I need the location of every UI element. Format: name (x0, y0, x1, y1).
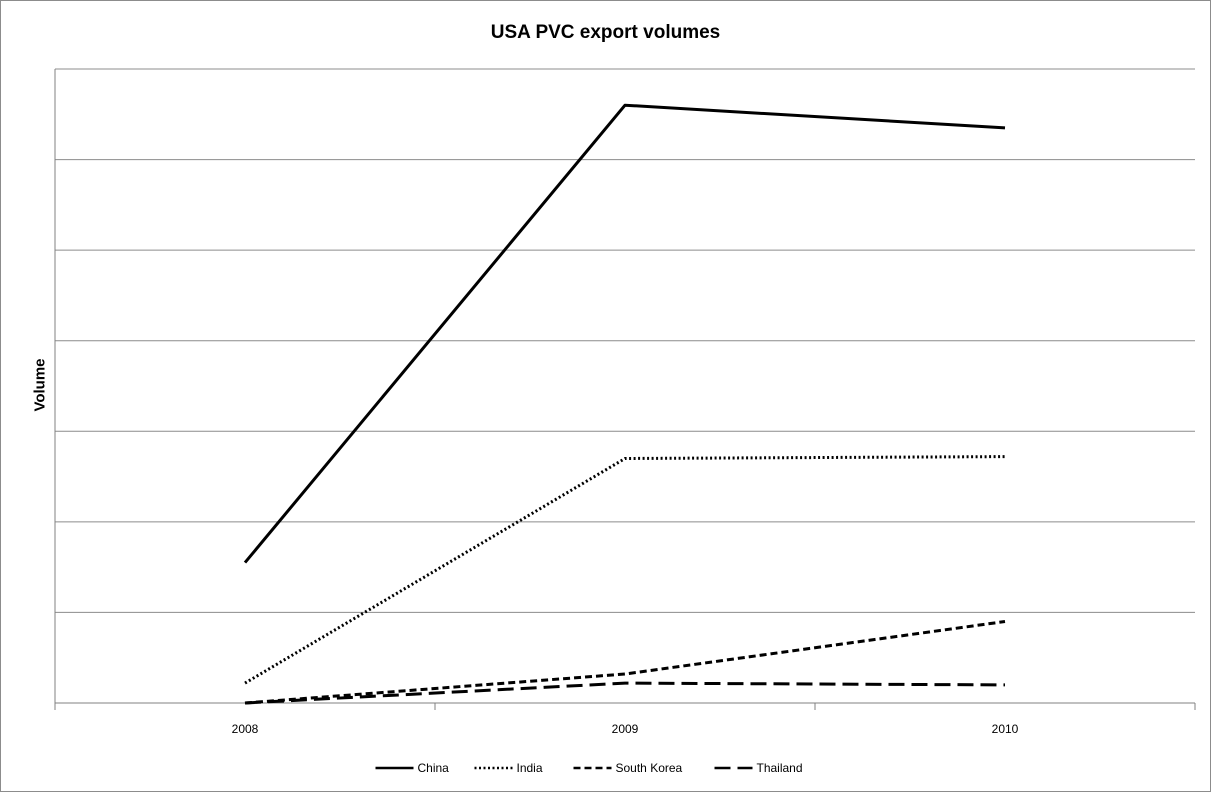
x-tick-label: 2010 (992, 722, 1019, 736)
series-line-china (243, 103, 1006, 564)
legend-label: Thailand (757, 761, 803, 775)
x-tick-label: 2008 (232, 722, 259, 736)
x-tick-label: 2009 (612, 722, 639, 736)
legend-label: South Korea (616, 761, 683, 775)
gridlines (55, 68, 1195, 704)
x-tick-labels: 2008 2009 2010 (232, 722, 1019, 736)
legend-item-south-korea: South Korea (573, 761, 683, 775)
legend-item-india: India (474, 761, 543, 775)
series-line-india (244, 455, 1006, 685)
legend-label: India (517, 761, 543, 775)
chart-title: USA PVC export volumes (490, 22, 721, 43)
axes (54, 69, 1196, 710)
legend-item-thailand: Thailand (714, 761, 803, 775)
legend: China India South Korea Thailand (375, 761, 803, 775)
legend-label: China (418, 761, 450, 775)
series-line-thailand (244, 681, 1006, 705)
series-lines (243, 103, 1006, 705)
legend-item-china: China (375, 761, 450, 775)
series-line-south-korea (244, 620, 1006, 705)
